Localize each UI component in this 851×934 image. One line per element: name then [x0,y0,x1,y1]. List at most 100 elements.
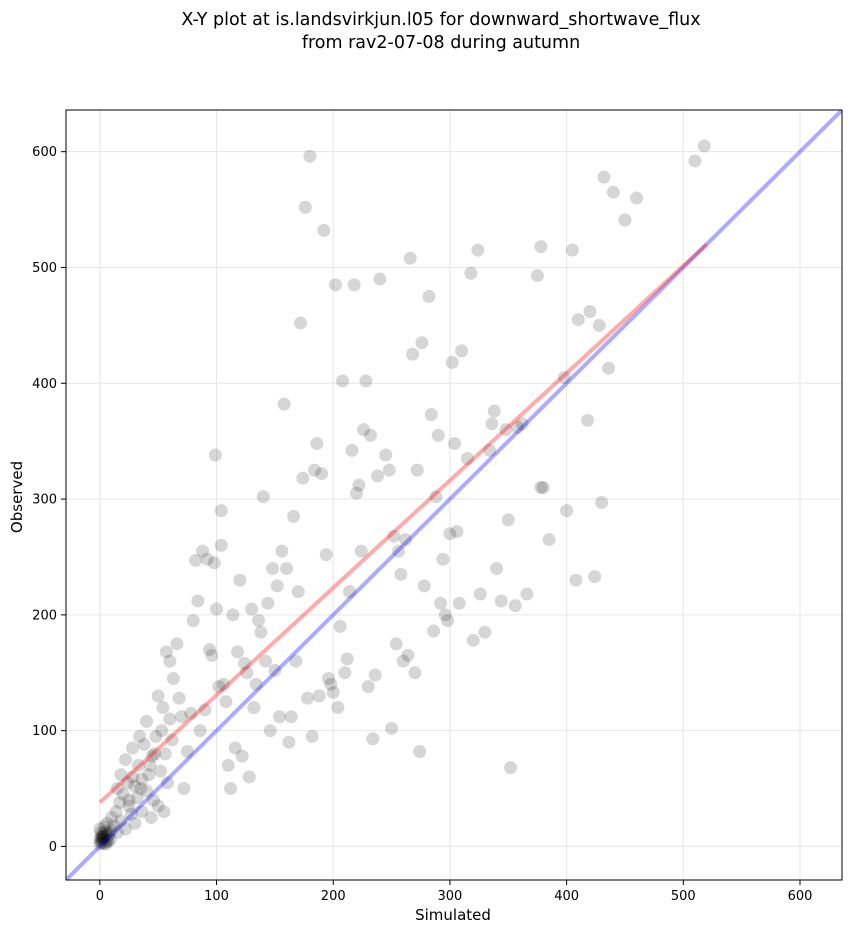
data-point [114,768,128,782]
data-point [142,768,156,782]
data-point [99,824,113,838]
data-point [135,772,149,786]
data-point [336,374,350,388]
data-point [515,417,529,431]
data-point [184,706,198,720]
data-point [333,619,347,633]
data-point [571,313,585,327]
x-tick-label: 400 [554,889,579,904]
data-point [471,243,485,257]
data-point [266,562,280,576]
reference-lines [66,110,842,880]
data-point [155,724,169,738]
data-point [121,776,135,790]
data-point [98,836,112,850]
data-point [119,822,133,836]
data-point [94,835,108,849]
data-point [303,149,317,163]
data-point [319,548,333,562]
data-point [464,266,478,280]
data-point [588,570,602,584]
data-point [560,504,574,518]
data-point [180,744,194,758]
chart-title-line-2: from rav2-07-08 during autumn [302,33,580,53]
data-point [298,200,312,214]
data-point [487,404,501,418]
data-point [399,533,413,547]
data-point [151,799,165,813]
data-point [105,823,119,837]
data-point [542,533,556,547]
data-point [597,170,611,184]
data-point [448,436,462,450]
data-point [212,680,226,694]
data-point [107,819,121,833]
y-tick-label: 600 [32,145,57,160]
data-point [536,480,550,494]
data-point [101,835,115,849]
data-point [415,336,429,350]
data-point [110,826,124,840]
data-point [126,770,140,784]
data-point [324,677,338,691]
data-point [343,585,357,599]
data-point [100,816,114,830]
data-point [366,732,380,746]
data-point [357,423,371,437]
data-point [478,625,492,639]
data-point [128,816,142,830]
data-point [379,448,393,462]
data-point [166,672,180,686]
data-point [308,463,322,477]
data-point [483,443,497,457]
data-point [273,710,287,724]
data-point [499,423,513,437]
data-point [231,645,245,659]
data-point [305,729,319,743]
data-point [177,782,191,796]
data-point [511,420,525,434]
grid-lines [66,110,842,880]
data-point [165,733,179,747]
chart-title-line-1: X-Y plot at is.landsvirkjun.l05 for down… [181,10,700,30]
data-point [697,139,711,153]
data-point [161,776,175,790]
data-point [96,831,110,845]
data-point [394,567,408,581]
data-point [508,599,522,613]
data-point [338,666,352,680]
data-point [389,637,403,651]
data-point [275,544,289,558]
data-point [247,700,261,714]
x-tick-label: 200 [321,889,346,904]
data-point [254,625,268,639]
data-point [406,347,420,361]
data-point [198,703,212,717]
data-point [143,758,157,772]
data-point [122,793,136,807]
data-point [208,448,222,462]
data-point [145,749,159,763]
data-point [382,463,396,477]
data-point [134,782,148,796]
data-point [240,666,254,680]
data-point [565,243,579,257]
data-point [284,710,298,724]
data-point [205,648,219,662]
data-point [126,741,140,755]
data-point [310,436,324,450]
y-tick-label: 400 [32,377,57,392]
data-point [124,807,138,821]
data-point [417,579,431,593]
data-point [385,721,399,735]
data-point [282,735,296,749]
data-point [233,573,247,587]
data-point [530,269,544,283]
data-point [200,552,214,566]
data-point [688,154,702,168]
data-point [606,185,620,199]
data-point [131,758,145,772]
data-point [485,417,499,431]
x-tick-label: 100 [204,889,229,904]
data-point [140,784,154,798]
